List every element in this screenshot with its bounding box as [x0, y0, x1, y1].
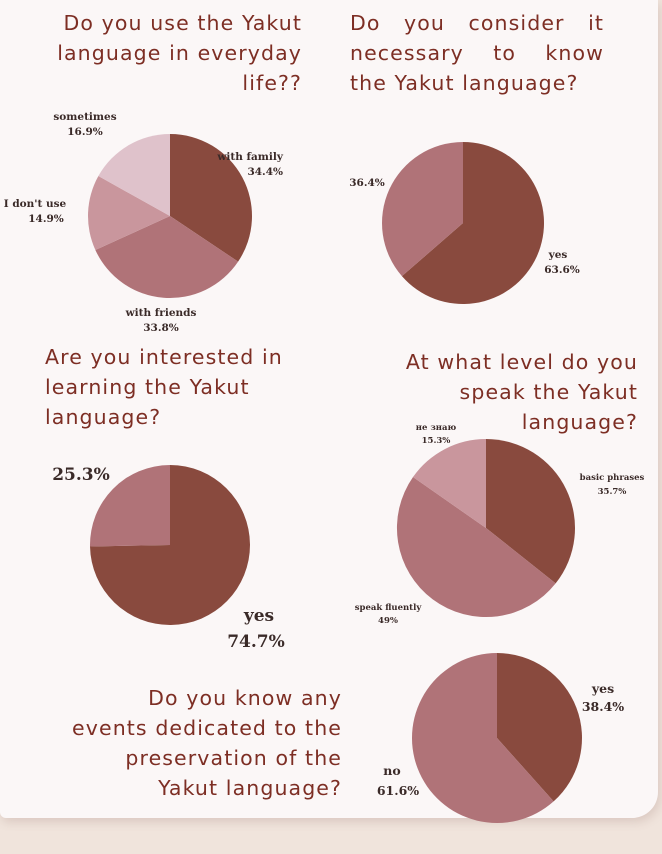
slice-value-basic-phrases: 35.7% — [598, 487, 627, 497]
question-necessary-to-know: Do you consider it necessary to know the… — [350, 11, 604, 95]
slice-label-basic-phrases: basic phrases — [580, 473, 645, 483]
pie-slice-basic-phrases — [486, 439, 575, 584]
pie-slice-no — [89, 465, 170, 547]
pie-chart-2: yes 63.6% 36.4% — [349, 142, 580, 304]
slice-value-dont-use: 14.9% — [28, 213, 64, 225]
slice-label-ne-znayu: не знаю — [416, 423, 457, 433]
pie-slice-speak-fluently — [396, 477, 556, 618]
slice-label-yes: yes — [591, 681, 614, 696]
pie-slice-yes — [497, 653, 582, 802]
pie-slice-ne-znayu — [413, 439, 486, 528]
pie-chart-4: basic phrases 35.7% speak fluently 49% не зн… — [355, 423, 645, 626]
pie-chart-3: yes 74.7% 25.3% — [52, 465, 285, 652]
slice-value-with-family: 34.4% — [247, 166, 283, 178]
pie-slice-with-friends — [95, 216, 239, 299]
question-speaking-level: At what level do you speak the Yakut lan… — [405, 350, 638, 434]
question-everyday-use: Do you use the Yakut language in everyda… — [57, 11, 302, 95]
slice-label-yes: yes — [548, 249, 568, 261]
slice-label-sometimes: sometimes — [53, 111, 116, 123]
slice-value-with-friends: 33.8% — [143, 322, 179, 334]
slice-value-yes: 63.6% — [544, 264, 580, 276]
question-know-events: Do you know any events dedicated to the … — [72, 686, 342, 800]
pie-slice-no — [382, 142, 463, 277]
slice-value-no: 61.6% — [377, 783, 419, 798]
slice-label-no: no — [383, 763, 400, 778]
slice-label-dont-use: I don't use — [4, 198, 67, 210]
slice-label-speak-fluently: speak fluently — [355, 603, 423, 613]
question-interested-in-learning: Are you interested in learning the Yakut… — [45, 345, 283, 429]
slice-value-ne-znayu: 15.3% — [422, 436, 451, 446]
pie-chart-1: with family 34.4% with friends 33.8% I don't… — [4, 111, 284, 334]
slice-label-yes: yes — [243, 606, 274, 626]
pie-slice-with-family — [170, 134, 252, 262]
slice-label-with-friends: with friends — [125, 307, 197, 319]
pie-slice-sometimes — [98, 134, 170, 216]
pie-slice-dont-use — [87, 176, 170, 250]
pie-chart-5: yes 38.4% no 61.6% — [377, 653, 624, 823]
slice-label-with-family: with family — [216, 151, 284, 163]
slice-value-yes: 74.7% — [227, 632, 285, 652]
slice-value-speak-fluently: 49% — [378, 616, 398, 626]
slice-value-no: 25.3% — [52, 465, 110, 485]
slice-value-sometimes: 16.9% — [67, 126, 103, 138]
slice-value-yes: 38.4% — [582, 699, 624, 714]
pie-slice-yes — [90, 465, 250, 625]
pie-slice-yes — [401, 142, 545, 304]
pie-slice-no — [411, 653, 554, 823]
slice-value-no: 36.4% — [349, 177, 385, 189]
